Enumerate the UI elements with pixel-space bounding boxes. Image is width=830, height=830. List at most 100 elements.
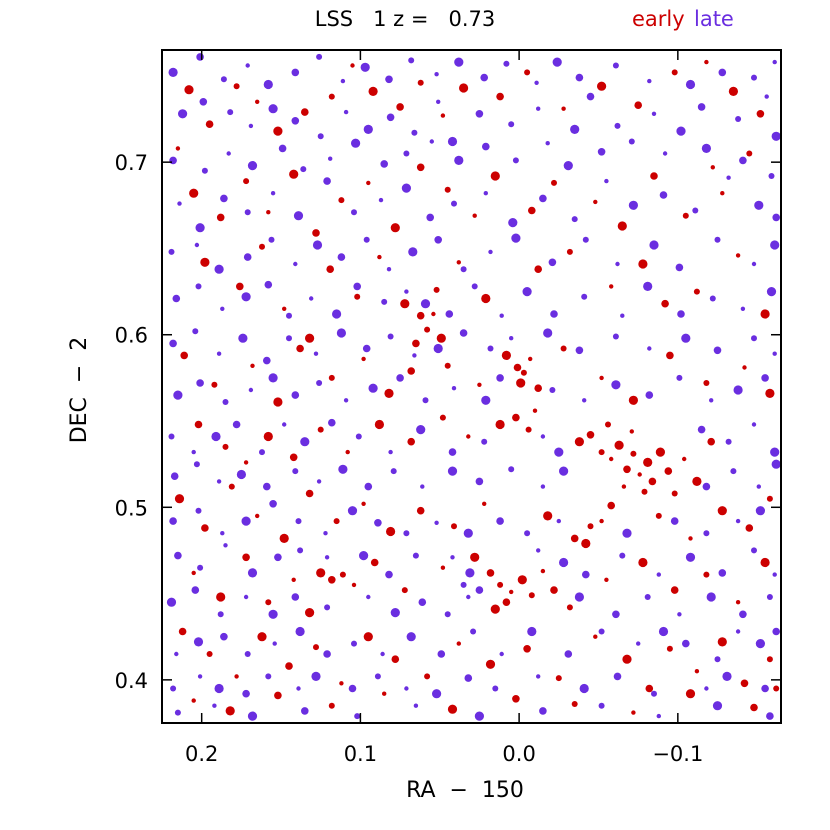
point-late [324,604,331,611]
y-tick-label: 0.5 [115,496,148,520]
point-late [512,157,519,164]
point-late [534,80,539,86]
point-late [598,628,605,635]
point-late [659,191,668,199]
point-late [196,379,204,387]
point-late [328,418,336,427]
point-late [412,552,419,559]
point-late [418,598,427,606]
point-early [566,248,573,255]
point-early [765,388,775,398]
point-early [534,265,542,274]
point-late [771,131,781,141]
point-late [404,289,409,294]
point-late [575,73,584,82]
point-early [401,587,408,594]
point-late [242,689,250,698]
point-late [701,143,712,153]
point-early [440,113,446,118]
point-late [268,373,278,383]
point-late [193,461,200,468]
point-early [216,213,225,222]
point-early [528,592,535,599]
point-late [454,57,464,67]
point-late [524,530,531,537]
point-early [622,654,632,664]
point-early [400,299,410,309]
point-late [527,626,537,637]
point-late [459,329,468,337]
point-early [222,443,229,450]
point-early [745,524,754,532]
point-late [681,333,691,343]
point-early [265,599,272,606]
point-late [214,264,224,274]
point-early [540,568,546,574]
point-early [424,673,431,680]
point-early [328,702,335,709]
point-late [174,651,179,657]
point-late [730,468,737,475]
point-late [217,611,224,618]
point-late [192,328,199,335]
point-late [436,99,441,105]
point-late [169,156,177,165]
point-late [220,76,227,83]
point-early [523,645,531,653]
point-early [593,634,598,639]
point-late [362,344,371,353]
point-late [522,287,532,297]
point-late [196,53,204,61]
point-late [420,299,431,309]
point-late [301,707,309,715]
point-early [178,627,187,636]
point-late [697,425,706,434]
point-late [336,328,346,338]
point-late [194,242,200,248]
point-late [174,551,182,560]
point-late [445,310,454,318]
point-early [194,420,203,429]
point-late [548,258,557,267]
point-early [735,253,741,258]
point-late [598,702,605,709]
point-late [755,506,766,516]
point-late [714,236,721,243]
chart-title: LSS 1 z = 0.73 [315,7,496,31]
point-early [485,659,496,669]
point-late [536,106,541,111]
point-late [282,422,287,427]
point-late [754,200,764,210]
point-early [456,260,461,265]
point-early [456,641,461,646]
point-late [751,547,757,554]
point-early [439,414,446,421]
point-early [374,419,384,430]
point-late [404,686,409,691]
point-late [612,333,619,340]
point-late [381,298,388,305]
point-early [666,645,673,652]
point-late [612,62,619,69]
point-late [582,398,587,403]
point-late [451,200,457,207]
point-early [617,221,627,231]
point-late [168,248,175,255]
point-late [416,425,426,435]
point-early [490,604,500,614]
point-late [263,79,273,90]
point-late [540,434,546,439]
point-late [236,469,246,480]
point-early [233,83,240,90]
point-late [340,78,346,84]
point-late [316,380,323,386]
point-late [401,183,411,193]
point-early [628,395,639,405]
point-late [247,161,258,171]
point-late [682,639,690,648]
point-late [704,686,709,691]
point-late [351,138,361,148]
point-late [647,78,652,84]
point-early [440,565,446,570]
x-tick-label: −0.1 [652,742,703,766]
